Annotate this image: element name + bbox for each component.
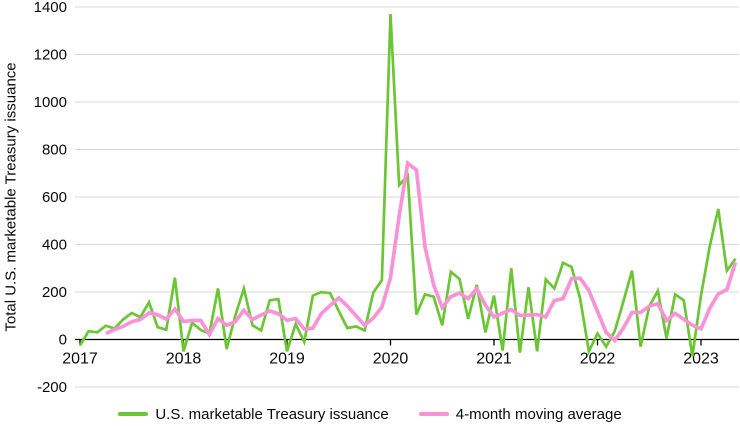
legend-item-moving-average: 4-month moving average <box>418 405 622 423</box>
x-tick-label-2021: 2021 <box>476 351 512 368</box>
x-tick-label-2023: 2023 <box>683 351 719 368</box>
x-tick-label-2017: 2017 <box>62 351 98 368</box>
y-tick-label-600: 600 <box>42 189 67 206</box>
y-tick-label-0: 0 <box>59 332 67 349</box>
x-tick-label-2022: 2022 <box>580 351 616 368</box>
legend-label-moving-average: 4-month moving average <box>455 405 622 423</box>
y-tick-label--200: -200 <box>37 379 67 396</box>
y-axis-title: Total U.S. marketable Treasury issuance <box>2 62 20 332</box>
y-tick-label-400: 400 <box>42 237 67 254</box>
legend: U.S. marketable Treasury issuance 4-mont… <box>0 402 740 426</box>
legend-label-issuance: U.S. marketable Treasury issuance <box>155 405 389 423</box>
y-tick-label-1000: 1000 <box>34 94 67 111</box>
y-tick-label-800: 800 <box>42 142 67 159</box>
issuance-line-swatch <box>118 412 149 416</box>
moving-average-line <box>105 159 738 344</box>
x-tick-label-2018: 2018 <box>166 351 202 368</box>
issuance-line <box>78 14 737 357</box>
moving-average-line-swatch <box>418 412 449 416</box>
x-tick-label-2020: 2020 <box>373 351 409 368</box>
y-tick-label-200: 200 <box>42 284 67 301</box>
y-tick-label-1200: 1200 <box>34 47 67 64</box>
x-tick-label-2019: 2019 <box>269 351 305 368</box>
y-tick-label-1400: 1400 <box>34 0 67 16</box>
legend-item-issuance: U.S. marketable Treasury issuance <box>118 405 389 423</box>
